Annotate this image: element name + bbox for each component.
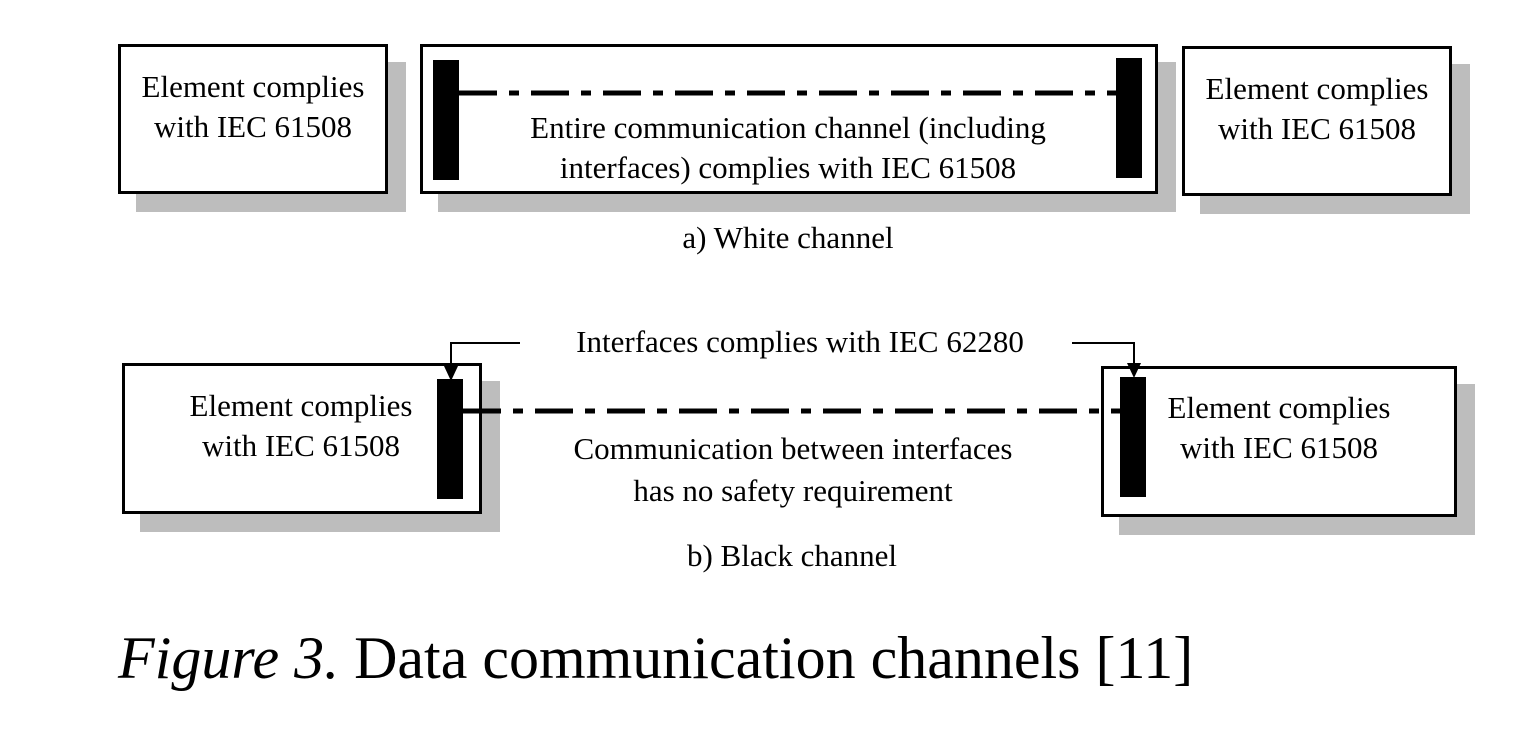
white-left-element-line2: with IEC 61508: [153, 109, 353, 144]
black-left-interface-bar: [437, 379, 463, 499]
white-right-element-box: [1182, 46, 1452, 196]
white-left-element-line1: Element complies: [141, 69, 365, 104]
white-channel-text: Entire communication channel (including …: [460, 108, 1116, 188]
figure-title: Data communication channels [11]: [354, 625, 1194, 691]
white-right-element-line2: with IEC 61508: [1217, 111, 1417, 146]
black-left-element-box: [122, 363, 482, 514]
black-channel-line2: has no safety requirement: [633, 473, 953, 508]
black-right-element-line2: with IEC 61508: [1179, 430, 1379, 465]
black-right-element-box: [1101, 366, 1457, 517]
interfaces-note: Interfaces complies with IEC 62280: [530, 322, 1070, 362]
black-channel-caption: b) Black channel: [686, 538, 898, 573]
figure-label: Figure 3.: [118, 625, 340, 691]
white-channel-line2: interfaces) complies with IEC 61508: [559, 150, 1017, 185]
white-left-element-box: [118, 44, 388, 194]
white-right-element-text: Element complies with IEC 61508: [1182, 69, 1452, 149]
white-right-interface-bar: [1116, 58, 1142, 178]
black-channel-text: Communication between interfaces has no …: [500, 428, 1086, 512]
figure-caption: Figure 3. Data communication channels [1…: [118, 622, 1193, 694]
white-channel-line1: Entire communication channel (including: [530, 110, 1046, 145]
white-channel-caption: a) White channel: [682, 220, 894, 255]
right-interface-arrow-line: [1072, 342, 1135, 365]
black-left-element-line2: with IEC 61508: [201, 428, 401, 463]
white-right-element-line1: Element complies: [1205, 71, 1429, 106]
white-channel-box: [420, 44, 1158, 194]
black-channel-line1: Communication between interfaces: [573, 431, 1013, 466]
white-left-interface-bar: [433, 60, 459, 180]
black-right-element-line1: Element complies: [1167, 390, 1391, 425]
black-left-element-text: Element complies with IEC 61508: [160, 386, 442, 466]
black-right-element-text: Element complies with IEC 61508: [1146, 388, 1412, 468]
white-left-element-text: Element complies with IEC 61508: [118, 67, 388, 147]
black-right-interface-bar: [1120, 377, 1146, 497]
black-left-element-line1: Element complies: [189, 388, 413, 423]
